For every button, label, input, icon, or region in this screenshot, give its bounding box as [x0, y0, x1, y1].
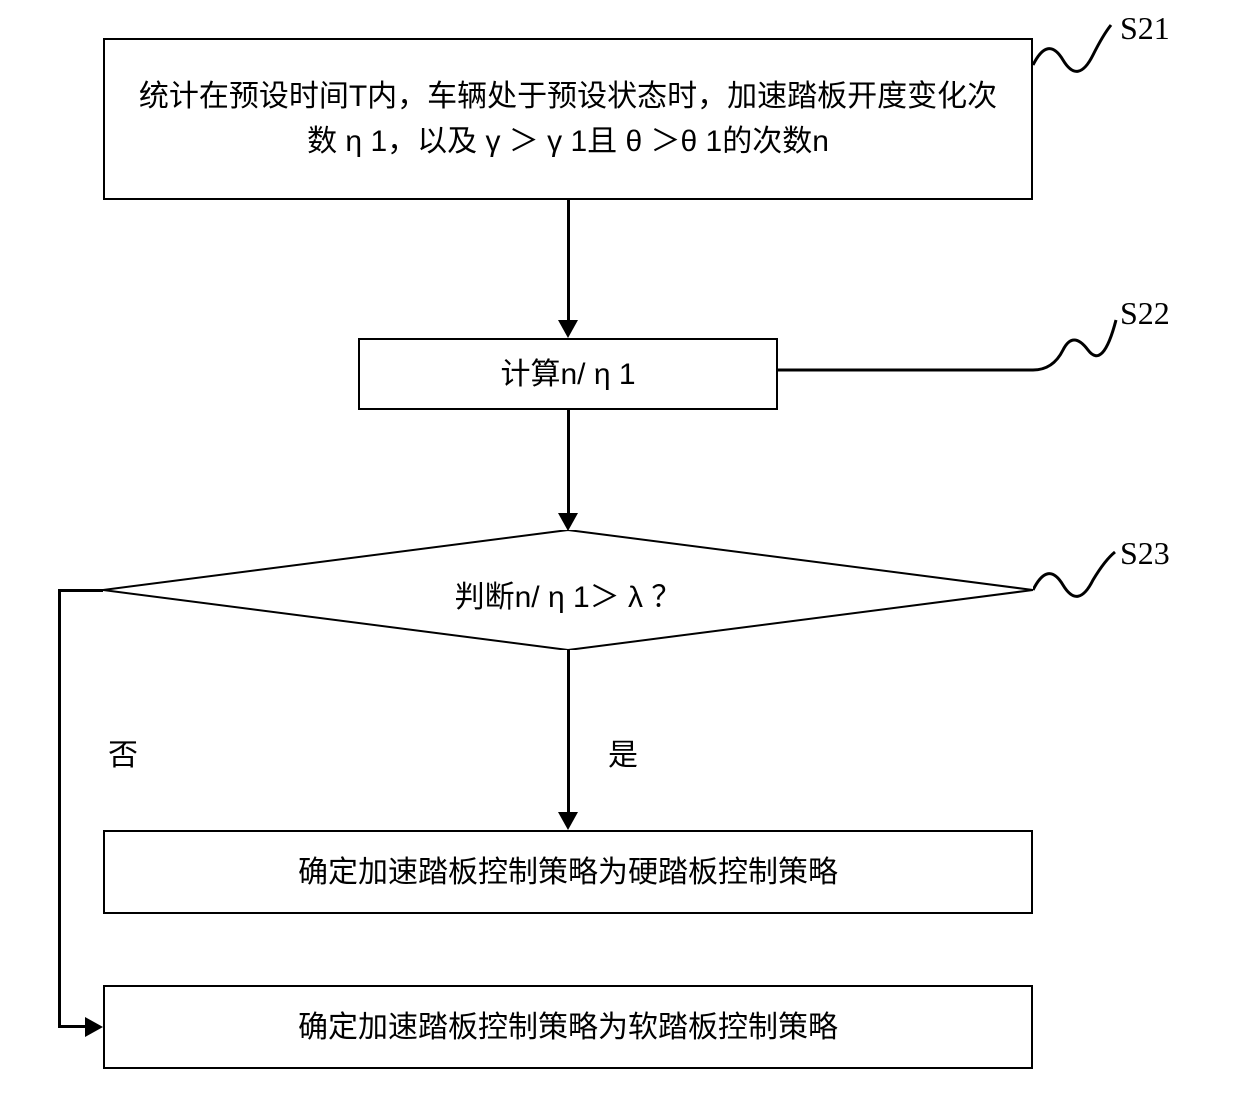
edge-label-yes: 是	[608, 730, 638, 774]
arrowhead-no	[85, 1017, 103, 1037]
squiggle-s23	[1033, 550, 1118, 610]
process-box-result-no: 确定加速踏板控制策略为软踏板控制策略	[103, 985, 1033, 1069]
process-box-result-yes: 确定加速踏板控制策略为硬踏板控制策略	[103, 830, 1033, 914]
squiggle-s22	[778, 310, 1118, 380]
edge-label-no: 否	[108, 730, 138, 774]
s23-text: 判断n/ η 1＞ λ ？	[103, 572, 1033, 616]
arrowhead-yes	[558, 812, 578, 830]
process-box-s21: 统计在预设时间T内，车辆处于预设状态时，加速踏板开度变化次数 η 1，以及 γ …	[103, 38, 1033, 200]
label-s21: S21	[1120, 10, 1170, 47]
arrowhead-s22-s23	[558, 513, 578, 531]
label-s22: S22	[1120, 295, 1170, 332]
arrowhead-s21-s22	[558, 320, 578, 338]
s21-text: 统计在预设时间T内，车辆处于预设状态时，加速踏板开度变化次数 η 1，以及 γ …	[125, 74, 1011, 164]
decision-diamond-s23: 判断n/ η 1＞ λ ？	[103, 530, 1033, 650]
label-s23: S23	[1120, 535, 1170, 572]
s22-text: 计算n/ η 1	[500, 352, 635, 397]
result-no-text: 确定加速踏板控制策略为软踏板控制策略	[298, 1005, 838, 1050]
arrow-s21-s22	[567, 200, 570, 320]
arrow-no-connector	[58, 589, 103, 592]
result-yes-text: 确定加速踏板控制策略为硬踏板控制策略	[298, 850, 838, 895]
arrow-yes-line	[567, 650, 570, 812]
arrow-no-vline	[58, 590, 61, 1027]
arrow-no-hline	[58, 1025, 86, 1028]
arrow-s22-s23	[567, 410, 570, 515]
process-box-s22: 计算n/ η 1	[358, 338, 778, 410]
squiggle-s21	[1033, 20, 1113, 90]
